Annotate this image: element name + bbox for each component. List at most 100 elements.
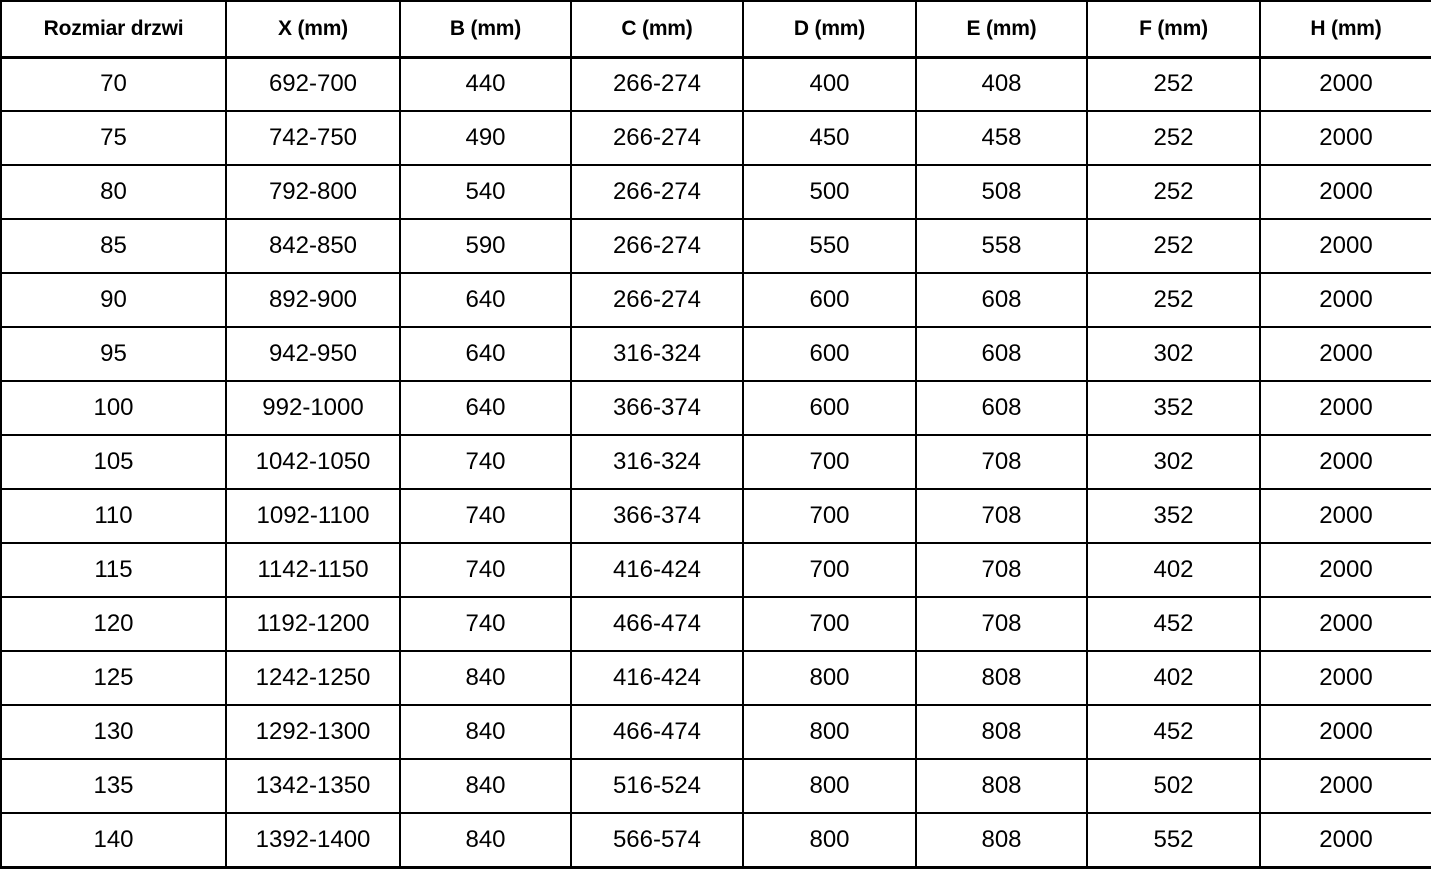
cell-size: 125 (0, 650, 227, 706)
cell-e: 808 (915, 704, 1088, 760)
cell-e: 608 (915, 380, 1088, 436)
cell-h: 2000 (1259, 812, 1431, 869)
cell-size: 135 (0, 758, 227, 814)
cell-h: 2000 (1259, 488, 1431, 544)
cell-c: 266-274 (570, 272, 744, 328)
table-row: 85 842-850 590 266-274 550 558 252 2000 (0, 218, 1431, 274)
cell-h: 2000 (1259, 326, 1431, 382)
cell-x: 1342-1350 (225, 758, 401, 814)
table-row: 90 892-900 640 266-274 600 608 252 2000 (0, 272, 1431, 328)
cell-b: 440 (399, 56, 572, 112)
cell-h: 2000 (1259, 434, 1431, 490)
cell-f: 252 (1086, 272, 1261, 328)
cell-b: 590 (399, 218, 572, 274)
cell-h: 2000 (1259, 542, 1431, 598)
table-body: 70 692-700 440 266-274 400 408 252 2000 75 742-75… (0, 56, 1431, 869)
cell-b: 640 (399, 272, 572, 328)
table-header: Rozmiar drzwi X (mm) B (mm) C (mm) D (mm… (0, 0, 1431, 59)
cell-x: 742-750 (225, 110, 401, 166)
cell-x: 992-1000 (225, 380, 401, 436)
table-row: 110 1092-1100 740 366-374 700 708 352 2000 (0, 488, 1431, 544)
cell-d: 600 (742, 380, 917, 436)
cell-h: 2000 (1259, 218, 1431, 274)
cell-x: 1192-1200 (225, 596, 401, 652)
cell-e: 408 (915, 56, 1088, 112)
table-row: 120 1192-1200 740 466-474 700 708 452 2000 (0, 596, 1431, 652)
cell-f: 252 (1086, 110, 1261, 166)
cell-d: 400 (742, 56, 917, 112)
cell-b: 490 (399, 110, 572, 166)
table-row: 80 792-800 540 266-274 500 508 252 2000 (0, 164, 1431, 220)
cell-f: 502 (1086, 758, 1261, 814)
cell-size: 140 (0, 812, 227, 869)
cell-d: 800 (742, 812, 917, 869)
cell-c: 316-324 (570, 326, 744, 382)
cell-b: 840 (399, 812, 572, 869)
cell-b: 740 (399, 542, 572, 598)
cell-c: 266-274 (570, 218, 744, 274)
cell-x: 892-900 (225, 272, 401, 328)
cell-d: 800 (742, 758, 917, 814)
cell-size: 100 (0, 380, 227, 436)
column-header-x: X (mm) (225, 0, 401, 59)
cell-h: 2000 (1259, 704, 1431, 760)
cell-b: 840 (399, 704, 572, 760)
header-row: Rozmiar drzwi X (mm) B (mm) C (mm) D (mm… (0, 0, 1431, 59)
cell-h: 2000 (1259, 596, 1431, 652)
cell-f: 352 (1086, 380, 1261, 436)
cell-d: 700 (742, 488, 917, 544)
cell-x: 1042-1050 (225, 434, 401, 490)
cell-d: 700 (742, 434, 917, 490)
cell-e: 708 (915, 542, 1088, 598)
cell-b: 740 (399, 434, 572, 490)
cell-f: 252 (1086, 164, 1261, 220)
cell-f: 252 (1086, 218, 1261, 274)
cell-b: 740 (399, 596, 572, 652)
cell-e: 608 (915, 326, 1088, 382)
cell-c: 516-524 (570, 758, 744, 814)
cell-f: 352 (1086, 488, 1261, 544)
cell-b: 640 (399, 326, 572, 382)
cell-b: 640 (399, 380, 572, 436)
cell-c: 466-474 (570, 704, 744, 760)
cell-c: 266-274 (570, 164, 744, 220)
cell-h: 2000 (1259, 110, 1431, 166)
column-header-c: C (mm) (570, 0, 744, 59)
cell-e: 808 (915, 758, 1088, 814)
cell-e: 808 (915, 812, 1088, 869)
cell-e: 558 (915, 218, 1088, 274)
column-header-e: E (mm) (915, 0, 1088, 59)
cell-size: 80 (0, 164, 227, 220)
cell-x: 842-850 (225, 218, 401, 274)
cell-c: 266-274 (570, 56, 744, 112)
cell-b: 840 (399, 650, 572, 706)
cell-c: 366-374 (570, 380, 744, 436)
cell-d: 800 (742, 650, 917, 706)
cell-e: 808 (915, 650, 1088, 706)
cell-f: 402 (1086, 542, 1261, 598)
cell-f: 452 (1086, 596, 1261, 652)
cell-c: 366-374 (570, 488, 744, 544)
table-row: 130 1292-1300 840 466-474 800 808 452 2000 (0, 704, 1431, 760)
table-row: 75 742-750 490 266-274 450 458 252 2000 (0, 110, 1431, 166)
cell-e: 458 (915, 110, 1088, 166)
cell-e: 608 (915, 272, 1088, 328)
cell-d: 600 (742, 272, 917, 328)
cell-size: 115 (0, 542, 227, 598)
table-row: 95 942-950 640 316-324 600 608 302 2000 (0, 326, 1431, 382)
cell-size: 70 (0, 56, 227, 112)
cell-size: 75 (0, 110, 227, 166)
column-header-b: B (mm) (399, 0, 572, 59)
cell-x: 1142-1150 (225, 542, 401, 598)
cell-b: 540 (399, 164, 572, 220)
cell-x: 942-950 (225, 326, 401, 382)
cell-size: 110 (0, 488, 227, 544)
cell-x: 1392-1400 (225, 812, 401, 869)
cell-size: 90 (0, 272, 227, 328)
cell-f: 302 (1086, 434, 1261, 490)
cell-d: 800 (742, 704, 917, 760)
cell-h: 2000 (1259, 650, 1431, 706)
column-header-d: D (mm) (742, 0, 917, 59)
cell-e: 708 (915, 488, 1088, 544)
cell-size: 130 (0, 704, 227, 760)
